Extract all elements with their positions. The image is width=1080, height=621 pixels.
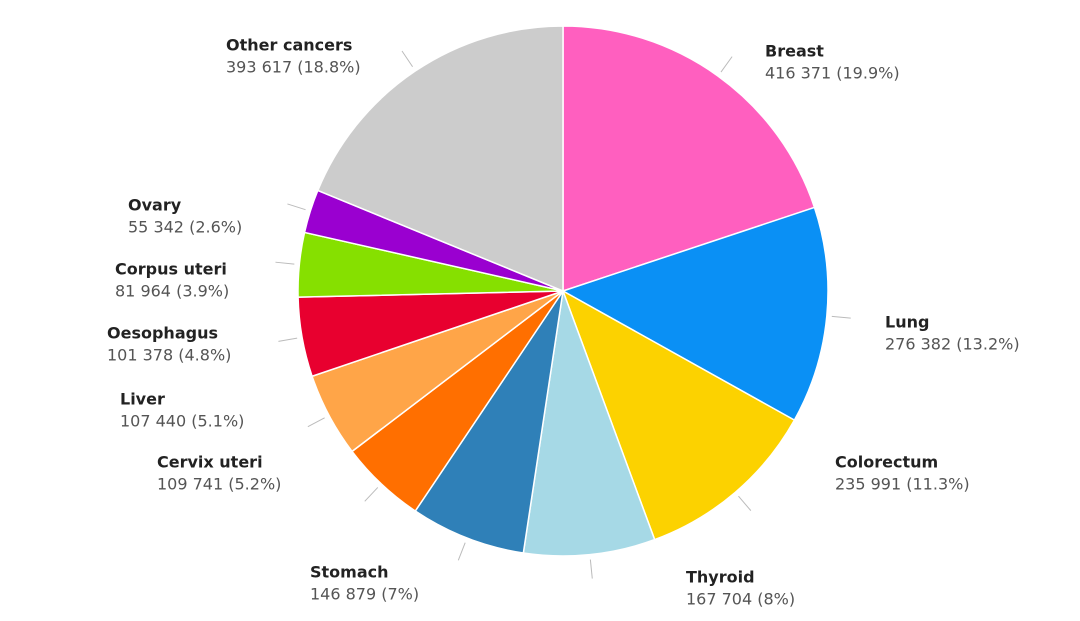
slice-value-label: 276 382 (13.2%) xyxy=(885,335,1020,354)
slice-value-label: 101 378 (4.8%) xyxy=(107,346,231,365)
slice-value-label: 109 741 (5.2%) xyxy=(157,475,281,494)
slice-value-label: 107 440 (5.1%) xyxy=(120,412,244,431)
slice-value-label: 393 617 (18.8%) xyxy=(226,58,361,77)
slice-name: Corpus uteri xyxy=(115,260,227,279)
slice-name: Thyroid xyxy=(686,568,755,587)
leader-line xyxy=(738,495,752,511)
leader-line xyxy=(831,315,851,319)
slice-value-label: 146 879 (7%) xyxy=(310,585,419,604)
slice-name: Other cancers xyxy=(226,36,352,55)
leader-line xyxy=(457,542,466,561)
leader-line xyxy=(589,559,593,579)
slice-value-label: 167 704 (8%) xyxy=(686,590,795,609)
slice-name: Lung xyxy=(885,313,929,332)
slice-value-label: 235 991 (11.3%) xyxy=(835,475,970,494)
slice-name: Colorectum xyxy=(835,453,938,472)
pie-slice xyxy=(561,206,829,422)
leader-line xyxy=(364,487,379,502)
slice-value-label: 81 964 (3.9%) xyxy=(115,282,229,301)
slice-name: Oesophagus xyxy=(107,324,218,343)
leader-line xyxy=(275,261,295,265)
slice-name: Stomach xyxy=(310,563,389,582)
slice-value-label: 55 342 (2.6%) xyxy=(128,218,242,237)
pie-slice xyxy=(316,25,564,293)
pie-slice xyxy=(561,289,796,541)
slice-name: Ovary xyxy=(128,196,182,215)
slice-name: Cervix uteri xyxy=(157,453,263,472)
leader-line xyxy=(307,417,325,428)
leader-line xyxy=(278,337,298,342)
pie-slice xyxy=(562,25,816,293)
pie-slice xyxy=(414,290,564,554)
leader-line xyxy=(720,56,733,73)
slice-name: Liver xyxy=(120,390,165,409)
leader-line xyxy=(401,50,414,68)
leader-line xyxy=(287,203,306,211)
slice-value-label: 416 371 (19.9%) xyxy=(765,64,900,83)
pie-slice xyxy=(522,290,656,557)
slice-name: Breast xyxy=(765,42,824,61)
